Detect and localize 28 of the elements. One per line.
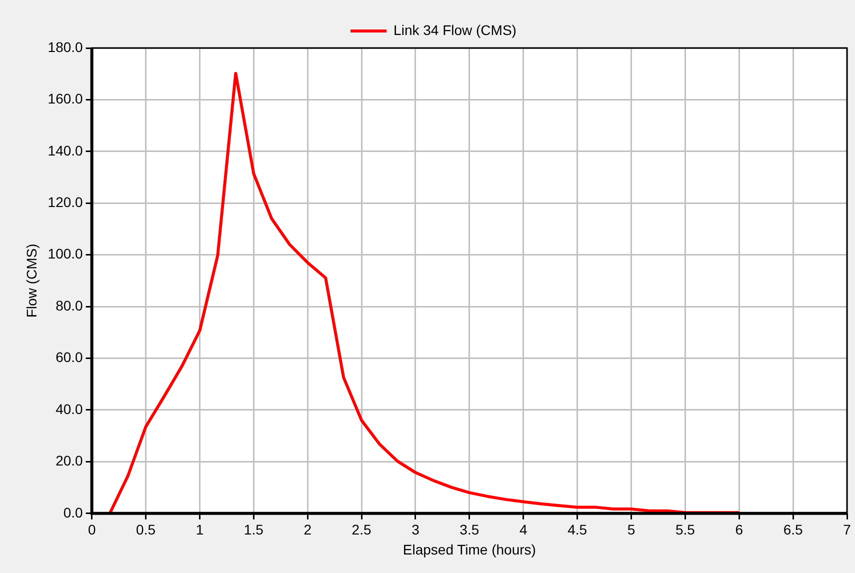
legend-label: Link 34 Flow (CMS) [394,22,516,38]
y-tick-label: 100.0 [48,246,84,262]
y-tick-label: 60.0 [56,349,84,366]
y-tick-label: 160.0 [48,90,84,107]
x-tick-label: 5 [627,522,636,538]
x-tick-label: 7 [843,522,852,538]
y-tick-label: 40.0 [56,400,84,417]
x-tick-label: 1.5 [244,522,264,538]
y-tick-label: 20.0 [56,452,84,469]
x-tick-label: 0 [88,522,96,538]
x-tick-label: 4.5 [568,522,588,538]
x-tick-label: 0.5 [136,522,156,538]
y-tick-label: 120.0 [48,194,84,210]
x-tick-label: 6 [735,522,744,538]
y-tick-label: 180.0 [48,38,84,55]
x-tick-label: 6.5 [783,522,803,538]
x-tick-label: 3 [412,522,420,538]
x-tick-label: 2 [304,522,312,538]
y-axis-title: Flow (CMS) [23,244,40,318]
x-tick-label: 2.5 [352,522,372,538]
x-tick-label: 5.5 [675,522,696,538]
x-tick-label: 3.5 [460,522,480,538]
x-tick-label: 4 [519,522,528,538]
y-tick-label: 140.0 [48,142,84,158]
y-tick-label: 80.0 [56,297,84,314]
x-tick-label: 1 [196,522,204,538]
y-tick-label: 0.0 [63,504,84,520]
x-axis-title: Elapsed Time (hours) [402,541,536,558]
